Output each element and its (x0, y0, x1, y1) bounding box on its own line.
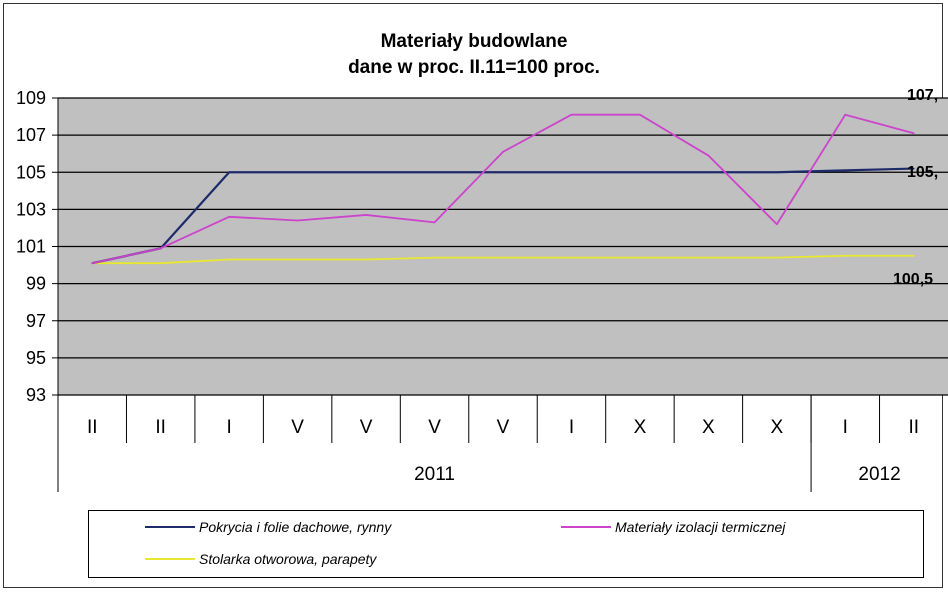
data-point (639, 113, 641, 116)
data-point (502, 256, 504, 259)
end-value-label: 107, (907, 87, 938, 104)
data-point (639, 171, 641, 174)
data-point (707, 256, 710, 259)
y-tick-label: 107 (16, 125, 46, 145)
year-label: 2011 (414, 464, 455, 485)
category-label: V (291, 417, 304, 438)
category-label: II (155, 417, 166, 438)
category-label: II (87, 417, 98, 438)
category-label: V (360, 417, 373, 438)
legend-label-izolacja: Materiały izolacji termicznej (615, 519, 786, 535)
data-point (502, 151, 504, 153)
data-point (912, 167, 915, 170)
data-point (707, 154, 710, 157)
category-label: V (428, 417, 441, 438)
data-point (570, 113, 573, 116)
data-point (91, 262, 94, 265)
data-point (433, 171, 436, 174)
data-point (159, 262, 162, 265)
legend-label-pokrycia: Pokrycia i folie dachowe, rynny (199, 519, 392, 535)
legend-swatch-pokrycia (145, 526, 195, 528)
data-point (365, 171, 367, 174)
category-label: X (771, 417, 784, 438)
chart-subtitle: dane w proc. II.11=100 proc. (348, 57, 600, 78)
y-tick-label: 105 (16, 162, 46, 182)
data-point (296, 219, 299, 222)
data-point (570, 171, 573, 174)
legend-swatch-izolacja (561, 526, 611, 528)
end-value-label: 100,5 (893, 271, 933, 288)
chart-title: Materiały budowlane (380, 31, 568, 52)
category-label: I (569, 417, 574, 438)
data-point (228, 258, 230, 261)
category-label: II (908, 417, 919, 438)
data-point (639, 256, 641, 259)
y-tick-label: 99 (26, 274, 46, 294)
y-tick-label: 103 (16, 199, 46, 219)
y-tick-label: 93 (26, 385, 46, 405)
data-point (228, 171, 230, 174)
data-point (296, 171, 299, 174)
data-point (776, 256, 778, 259)
y-tick-label: 97 (26, 311, 46, 331)
data-point (159, 247, 162, 250)
data-point (228, 216, 230, 218)
y-tick-label: 101 (16, 237, 46, 257)
data-point (912, 132, 915, 135)
year-label: 2012 (858, 464, 900, 485)
end-value-label: 105, (907, 164, 938, 181)
data-point (776, 171, 778, 174)
data-point (912, 254, 915, 257)
chart-legend: Pokrycia i folie dachowe, rynny Materiał… (88, 510, 924, 578)
data-point (365, 214, 367, 216)
data-point (433, 256, 436, 259)
legend-item-pokrycia: Pokrycia i folie dachowe, rynny (145, 517, 391, 537)
data-point (502, 171, 504, 174)
category-label: X (634, 417, 647, 438)
data-point (570, 256, 573, 259)
category-label: I (227, 417, 232, 438)
legend-swatch-stolarka (145, 558, 195, 560)
data-point (844, 169, 847, 172)
category-label: I (843, 417, 848, 438)
category-label: X (702, 417, 715, 438)
legend-item-izolacja: Materiały izolacji termicznej (561, 517, 785, 537)
category-label: V (497, 417, 510, 438)
data-point (296, 258, 299, 261)
data-point (365, 258, 367, 261)
data-point (844, 113, 847, 116)
data-point (707, 171, 710, 174)
legend-label-stolarka: Stolarka otworowa, parapety (199, 551, 377, 567)
data-point (844, 254, 847, 257)
y-tick-label: 95 (26, 348, 46, 368)
y-tick-label: 109 (16, 88, 46, 108)
data-point (433, 221, 436, 224)
legend-item-stolarka: Stolarka otworowa, parapety (145, 549, 376, 569)
data-point (776, 223, 778, 226)
